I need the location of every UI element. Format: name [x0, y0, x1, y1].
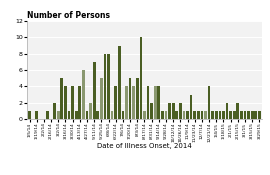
Bar: [172, 103, 174, 119]
Bar: [118, 46, 121, 119]
Bar: [176, 111, 178, 119]
Bar: [165, 111, 167, 119]
Bar: [247, 111, 250, 119]
Bar: [179, 103, 182, 119]
Bar: [154, 86, 157, 119]
Bar: [107, 54, 110, 119]
Bar: [226, 103, 228, 119]
Bar: [100, 78, 103, 119]
Bar: [165, 111, 167, 119]
Bar: [125, 86, 128, 119]
Bar: [147, 86, 149, 119]
Bar: [136, 78, 139, 119]
Bar: [183, 111, 185, 119]
Bar: [79, 86, 81, 119]
Bar: [114, 86, 117, 119]
Bar: [111, 111, 113, 119]
Bar: [89, 103, 92, 119]
Bar: [204, 111, 207, 119]
Bar: [75, 111, 77, 119]
Bar: [161, 111, 164, 119]
Bar: [82, 70, 85, 119]
Bar: [190, 94, 193, 119]
Bar: [132, 86, 135, 119]
Bar: [57, 111, 60, 119]
Bar: [233, 111, 236, 119]
Bar: [35, 111, 38, 119]
Bar: [64, 86, 67, 119]
Bar: [254, 111, 257, 119]
Bar: [237, 103, 239, 119]
Bar: [211, 111, 214, 119]
Bar: [28, 111, 31, 119]
Bar: [104, 54, 106, 119]
Bar: [204, 111, 207, 119]
Bar: [229, 111, 232, 119]
Bar: [157, 86, 160, 119]
Bar: [86, 111, 88, 119]
Bar: [201, 111, 203, 119]
Bar: [60, 78, 63, 119]
Bar: [46, 111, 49, 119]
Bar: [100, 78, 103, 119]
Bar: [244, 111, 246, 119]
Bar: [154, 86, 157, 119]
Bar: [143, 111, 146, 119]
Bar: [68, 111, 70, 119]
Bar: [71, 86, 74, 119]
Bar: [218, 111, 221, 119]
Bar: [140, 37, 142, 119]
Bar: [82, 70, 85, 119]
Bar: [125, 86, 128, 119]
Bar: [96, 111, 99, 119]
Bar: [93, 62, 96, 119]
Bar: [186, 111, 189, 119]
Bar: [53, 103, 56, 119]
Bar: [197, 111, 200, 119]
Bar: [258, 111, 261, 119]
Bar: [183, 111, 185, 119]
Bar: [132, 86, 135, 119]
Bar: [89, 103, 92, 119]
Bar: [143, 111, 146, 119]
Bar: [251, 111, 254, 119]
Text: Number of Persons: Number of Persons: [27, 11, 110, 20]
Bar: [111, 111, 113, 119]
X-axis label: Date of Illness Onset, 2014: Date of Illness Onset, 2014: [97, 143, 192, 149]
Bar: [240, 111, 243, 119]
Bar: [168, 103, 171, 119]
Bar: [193, 111, 196, 119]
Bar: [150, 103, 153, 119]
Bar: [222, 111, 225, 119]
Bar: [57, 111, 60, 119]
Bar: [215, 111, 218, 119]
Bar: [129, 78, 131, 119]
Bar: [208, 86, 210, 119]
Bar: [122, 111, 124, 119]
